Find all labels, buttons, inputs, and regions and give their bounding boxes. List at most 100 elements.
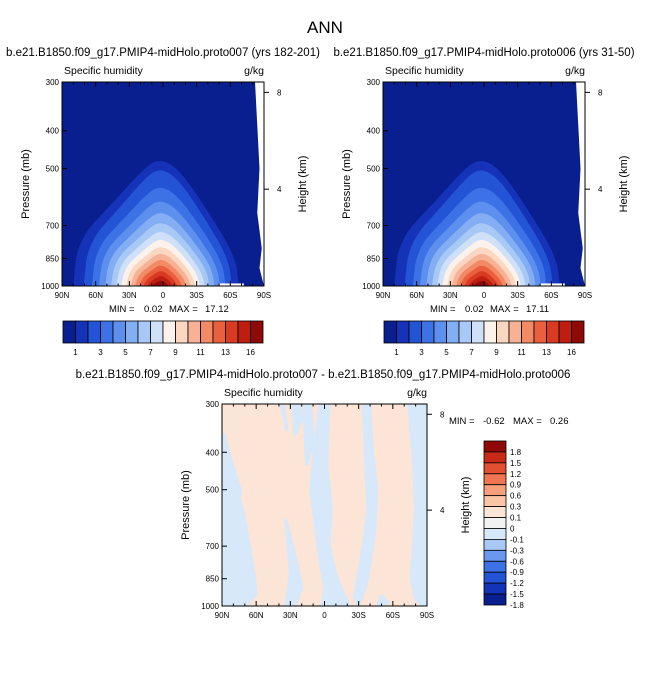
x-tick-label: 60N xyxy=(409,291,424,300)
colorbar-swatch xyxy=(62,320,76,344)
y-axis-label: Pressure (mb) xyxy=(180,470,192,540)
x-tick-label: 60N xyxy=(249,611,264,620)
y-tick-label: 400 xyxy=(367,127,381,136)
x-tick-label: 30N xyxy=(443,291,458,300)
y-tick-label: 1000 xyxy=(41,282,59,291)
colorbar-label: 13 xyxy=(221,348,230,357)
colorbar-swatch xyxy=(508,320,522,344)
colorbar-swatch xyxy=(483,582,507,595)
height-tick-label: 8 xyxy=(598,88,603,97)
x-tick-label: 30S xyxy=(352,611,366,620)
colorbar-swatch xyxy=(408,320,422,344)
colorbar-label: -0.1 xyxy=(510,535,524,544)
plot-area xyxy=(222,404,427,606)
colorbar-swatch xyxy=(458,320,472,344)
colorbar-swatch xyxy=(546,320,560,344)
y-tick-label: 850 xyxy=(206,575,220,584)
colorbar-swatch xyxy=(200,320,214,344)
missing-region xyxy=(255,82,264,286)
y-tick-label: 500 xyxy=(367,165,381,174)
variable-label: Specific humidity xyxy=(224,387,304,399)
colorbar-label: 11 xyxy=(196,348,205,357)
x-tick-label: 0 xyxy=(161,291,166,300)
colorbar-swatch xyxy=(125,320,139,344)
height-axis-label: Height (km) xyxy=(297,156,309,213)
x-tick-label: 90N xyxy=(376,291,391,300)
max-value: 17.11 xyxy=(526,304,549,315)
colorbar-swatch xyxy=(483,539,507,551)
colorbar-swatch xyxy=(175,320,189,344)
colorbar-swatch xyxy=(483,571,507,584)
x-tick-label: 0 xyxy=(322,611,327,620)
contour-fill xyxy=(284,518,304,606)
max-value: 0.26 xyxy=(550,416,569,427)
colorbar-label: 7 xyxy=(148,348,153,357)
x-tick-label: 30N xyxy=(283,611,298,620)
colorbar-swatch xyxy=(225,320,239,344)
colorbar-swatch xyxy=(496,320,510,344)
colorbar-swatch xyxy=(521,320,535,344)
colorbar-label: 3 xyxy=(98,348,103,357)
units-label: g/kg xyxy=(565,65,585,77)
max-value: 17.12 xyxy=(205,304,229,315)
y-tick-label: 400 xyxy=(46,127,60,136)
colorbar-swatch xyxy=(75,320,89,344)
colorbar-label: 0.1 xyxy=(510,514,522,523)
colorbar-label: -0.9 xyxy=(510,568,524,577)
colorbar-swatch xyxy=(187,320,201,344)
x-tick-label: 30S xyxy=(190,291,204,300)
colorbar-label: 11 xyxy=(517,348,526,357)
colorbar-swatch xyxy=(483,451,507,464)
colorbar-swatch xyxy=(571,320,585,344)
colorbar-swatch xyxy=(250,320,264,344)
colorbar-swatch xyxy=(483,462,507,475)
contour-fill xyxy=(291,404,304,437)
min-label: MIN = xyxy=(430,304,456,315)
x-tick-label: 90N xyxy=(215,611,230,620)
x-tick-label: 90S xyxy=(257,291,271,300)
colorbar-label: 5 xyxy=(123,348,128,357)
contour-fill xyxy=(152,280,169,286)
colorbar-swatch xyxy=(471,320,485,344)
panel-title: b.e21.B1850.f09_g17.PMIP4-midHolo.proto0… xyxy=(6,47,320,59)
y-tick-label: 300 xyxy=(206,400,220,409)
variable-label: Specific humidity xyxy=(385,65,465,77)
units-label: g/kg xyxy=(407,387,427,399)
contour-fill xyxy=(375,594,390,606)
colorbar-label: 1.8 xyxy=(510,448,522,457)
colorbar-label: 0 xyxy=(510,524,515,533)
x-tick-label: 30S xyxy=(511,291,525,300)
units-label: g/kg xyxy=(244,65,264,77)
x-tick-label: 0 xyxy=(482,291,487,300)
min-value: -0.62 xyxy=(483,416,505,427)
colorbar-swatch xyxy=(483,506,507,518)
colorbar-swatch xyxy=(483,484,507,497)
y-axis-label: Pressure (mb) xyxy=(341,149,353,219)
max-label: MAX = xyxy=(513,416,542,427)
missing-region xyxy=(219,283,244,286)
x-tick-label: 60N xyxy=(88,291,103,300)
y-tick-label: 300 xyxy=(46,78,60,87)
colorbar-label: -0.6 xyxy=(510,557,524,566)
height-axis-label: Height (km) xyxy=(460,477,472,534)
colorbar-label: 16 xyxy=(246,348,255,357)
missing-region xyxy=(576,82,585,286)
y-tick-label: 500 xyxy=(46,165,60,174)
colorbar-swatch xyxy=(446,320,460,344)
colorbar-label: 5 xyxy=(444,348,449,357)
panel-proto007: b.e21.B1850.f09_g17.PMIP4-midHolo.proto0… xyxy=(6,47,320,357)
colorbar-swatch xyxy=(383,320,397,344)
colorbar-swatch xyxy=(483,560,507,573)
colorbar-label: -0.3 xyxy=(510,546,524,555)
y-tick-label: 700 xyxy=(46,222,60,231)
colorbar-label: 9 xyxy=(173,348,178,357)
colorbar-label: 0.6 xyxy=(510,492,522,501)
min-value: 0.02 xyxy=(144,304,163,315)
contour-fill xyxy=(279,404,289,432)
y-tick-label: 700 xyxy=(206,542,220,551)
x-tick-label: 90N xyxy=(55,291,70,300)
x-tick-label: 30N xyxy=(122,291,137,300)
figure-title: ANN xyxy=(307,18,343,37)
x-tick-label: 60S xyxy=(386,611,400,620)
